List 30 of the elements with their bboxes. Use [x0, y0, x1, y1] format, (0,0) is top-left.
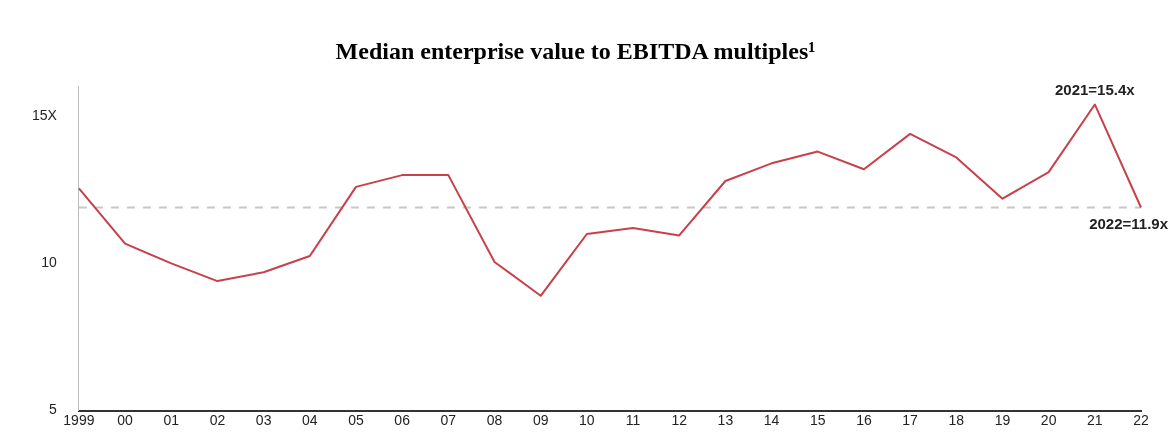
y-tick-label: 15X	[31, 107, 58, 124]
x-tick-label: 01	[163, 411, 180, 428]
x-tick-label: 16	[856, 411, 872, 428]
x-tick-label: 20	[1040, 411, 1057, 428]
x-tick-label: 03	[255, 411, 272, 428]
x-tick-label: 04	[302, 411, 318, 428]
x-tick-label: 22	[1133, 411, 1149, 428]
x-tick-label: 07	[440, 411, 457, 428]
x-tick-label: 19	[994, 411, 1011, 428]
y-tick-label: 10	[41, 254, 58, 271]
annotation: 2021=15.4x	[1054, 81, 1136, 99]
x-tick-label: 08	[486, 411, 503, 428]
x-tick-label: 13	[717, 411, 734, 428]
chart-title: Median enterprise value to EBITDA multiples¹	[335, 37, 816, 64]
x-tick-label: 1999	[63, 411, 95, 428]
x-tick-label: 18	[948, 411, 965, 428]
x-tick-label: 05	[348, 411, 364, 428]
x-tick-label: 14	[763, 411, 780, 428]
x-tick-label: 11	[625, 411, 641, 428]
x-tick-label: 00	[117, 411, 134, 428]
x-tick-label: 10	[579, 411, 595, 428]
x-tick-label: 09	[532, 411, 549, 428]
x-tick-label: 02	[209, 411, 226, 428]
x-tick-label: 21	[1087, 411, 1103, 428]
annotation: 2022=11.9x	[1089, 215, 1169, 233]
x-tick-label: 12	[671, 411, 688, 428]
x-tick-label: 06	[394, 411, 411, 428]
x-tick-label: 17	[902, 411, 919, 428]
x-tick-label: 15	[809, 411, 826, 428]
y-tick-label: 5	[49, 401, 58, 418]
